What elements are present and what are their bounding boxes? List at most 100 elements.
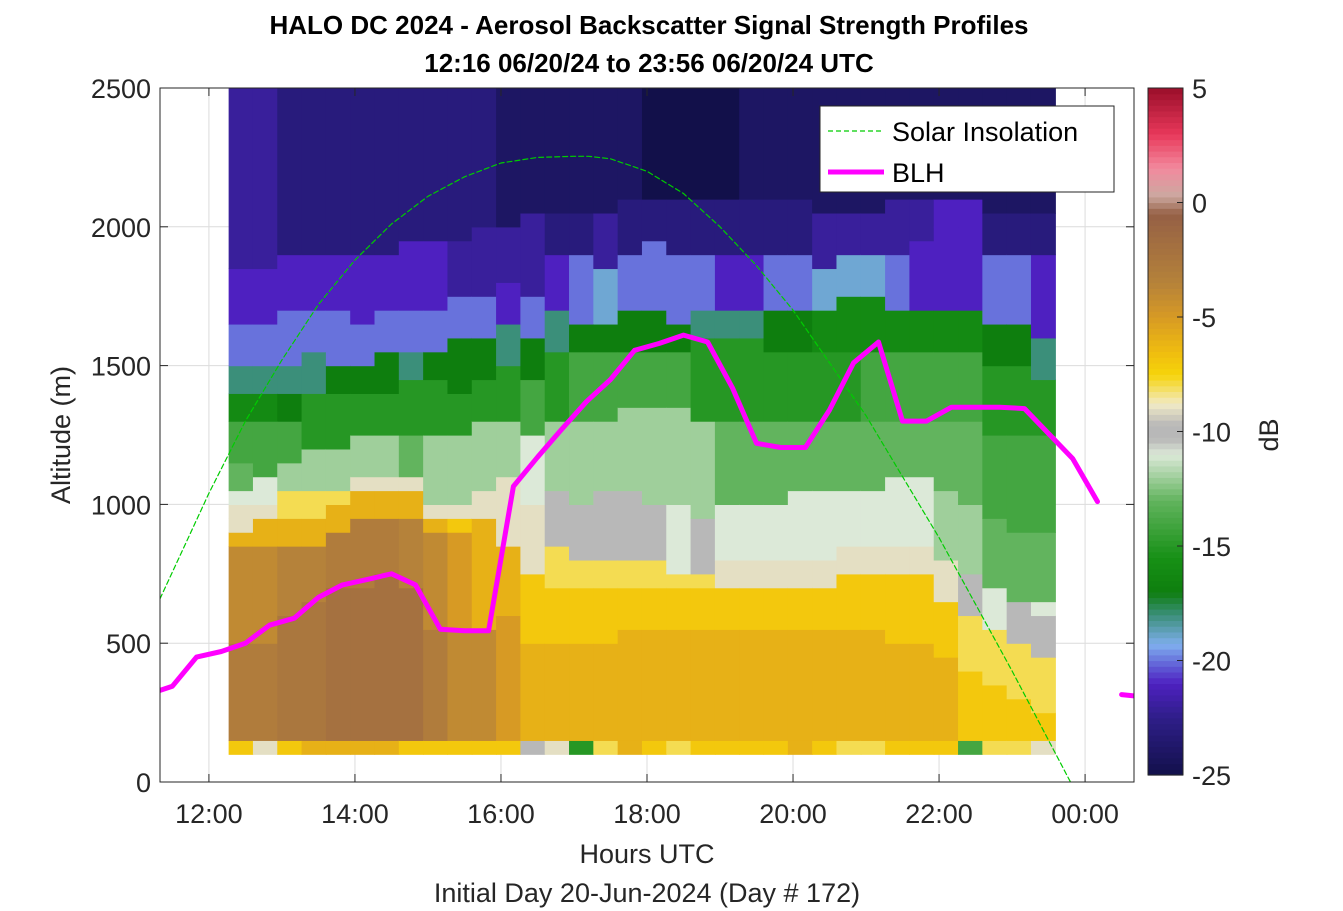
heatmap-cell <box>423 629 449 741</box>
heatmap-cell <box>763 587 789 630</box>
heatmap-cell <box>787 629 813 741</box>
heatmap-cell <box>860 490 886 547</box>
heatmap-cell <box>739 254 765 311</box>
heatmap-cell <box>739 740 765 755</box>
x-tick-label: 16:00 <box>467 799 535 829</box>
heatmap-cell <box>520 212 546 297</box>
heatmap-cell <box>544 310 570 353</box>
colorbar-segment <box>1148 213 1183 221</box>
heatmap-cell <box>471 88 497 228</box>
blh-line <box>160 332 1100 693</box>
colorbar-segment <box>1148 734 1183 742</box>
heatmap-cell <box>763 740 789 755</box>
heatmap-cell <box>325 310 351 367</box>
colorbar-segment <box>1148 448 1183 455</box>
colorbar-segment <box>1148 494 1183 501</box>
heatmap-cell <box>398 490 424 519</box>
heatmap-cell <box>228 490 254 505</box>
colorbar-segment <box>1148 454 1183 461</box>
heatmap-cell <box>569 351 594 422</box>
heatmap-cell <box>885 310 911 353</box>
heatmap-cell <box>593 421 619 492</box>
heatmap-cell <box>252 518 278 547</box>
heatmap-cell <box>325 88 351 256</box>
colorbar-segment <box>1148 368 1183 375</box>
heatmap-cell <box>325 448 351 492</box>
colorbar-segment <box>1148 236 1183 244</box>
heatmap-cell <box>836 740 862 755</box>
heatmap-cell <box>423 351 449 381</box>
colorbar-tick-label: -15 <box>1192 532 1231 562</box>
heatmap-cell <box>690 199 716 256</box>
heatmap-cell <box>739 88 765 200</box>
colorbar-segment <box>1148 420 1183 427</box>
heatmap-cell <box>544 254 570 311</box>
x-ticks: 12:00 14:00 16:00 18:00 20:00 22:00 00:00 <box>175 88 1119 829</box>
heatmap-cell <box>885 643 911 741</box>
heatmap-cell <box>520 504 546 575</box>
heatmap-cell <box>520 337 546 381</box>
heatmap-cell <box>520 740 546 755</box>
heatmap-cell <box>1030 254 1056 339</box>
heatmap-cell <box>252 421 278 478</box>
heatmap-cell <box>909 351 935 422</box>
heatmap-cell <box>544 351 570 422</box>
heatmap-cell <box>666 199 692 256</box>
heatmap-cell <box>714 254 740 311</box>
colorbar-segment <box>1148 689 1183 696</box>
heatmap-cell <box>277 615 303 741</box>
heatmap-cell <box>933 490 959 561</box>
heatmap-cell <box>666 504 692 575</box>
heatmap-cell <box>982 212 1008 256</box>
heatmap-cell <box>714 504 740 561</box>
colorbar-segment <box>1148 620 1183 627</box>
heatmap-cell <box>641 629 667 741</box>
heatmap-cell <box>374 476 400 492</box>
heatmap-cell <box>641 351 667 408</box>
heatmap-cell <box>301 448 327 492</box>
heatmap-cell <box>836 296 862 353</box>
heatmap-cell <box>398 740 424 755</box>
y-tick-label: 0 <box>136 768 151 798</box>
colorbar-segment <box>1148 563 1183 570</box>
heatmap-cell <box>763 351 789 422</box>
colorbar-segment <box>1148 156 1183 164</box>
heatmap-cell <box>909 476 935 547</box>
heatmap-cell <box>666 88 692 200</box>
colorbar-segment <box>1148 465 1183 473</box>
heatmap-cell <box>666 407 692 505</box>
colorbar-segment <box>1148 397 1183 404</box>
heatmap-cell <box>787 310 813 353</box>
heatmap-cell <box>836 546 862 575</box>
heatmap-cell <box>641 199 667 242</box>
heatmap-cell <box>398 351 424 381</box>
heatmap-cell <box>958 670 983 741</box>
heatmap-cell <box>593 559 619 589</box>
heatmap-cell <box>641 407 667 505</box>
heatmap-cell <box>374 573 400 741</box>
colorbar-tick-label: 0 <box>1192 189 1207 219</box>
heatmap-cell <box>277 421 303 464</box>
heatmap-cell <box>252 476 278 505</box>
heatmap-cell <box>739 504 765 561</box>
heatmap-cell <box>228 643 254 741</box>
heatmap-cell <box>1030 740 1056 755</box>
heatmap-cell <box>1030 601 1056 617</box>
colorbar-segment <box>1148 265 1183 272</box>
y-tick-label: 2500 <box>91 74 151 104</box>
heatmap-cell <box>836 573 862 630</box>
heatmap-cell <box>277 393 303 422</box>
heatmap-cell <box>496 226 521 283</box>
colorbar-segment <box>1148 322 1183 330</box>
colorbar-segment <box>1148 150 1183 158</box>
colorbar-segment <box>1148 408 1183 415</box>
colorbar-segment <box>1148 259 1183 267</box>
heatmap-cell <box>447 504 473 519</box>
heatmap-cell <box>763 310 789 353</box>
colorbar-segment <box>1148 357 1183 364</box>
colorbar-segment <box>1148 271 1183 278</box>
heatmap-cell <box>325 740 351 755</box>
colorbar-segment <box>1148 242 1183 249</box>
heatmap-cell <box>1006 254 1032 325</box>
